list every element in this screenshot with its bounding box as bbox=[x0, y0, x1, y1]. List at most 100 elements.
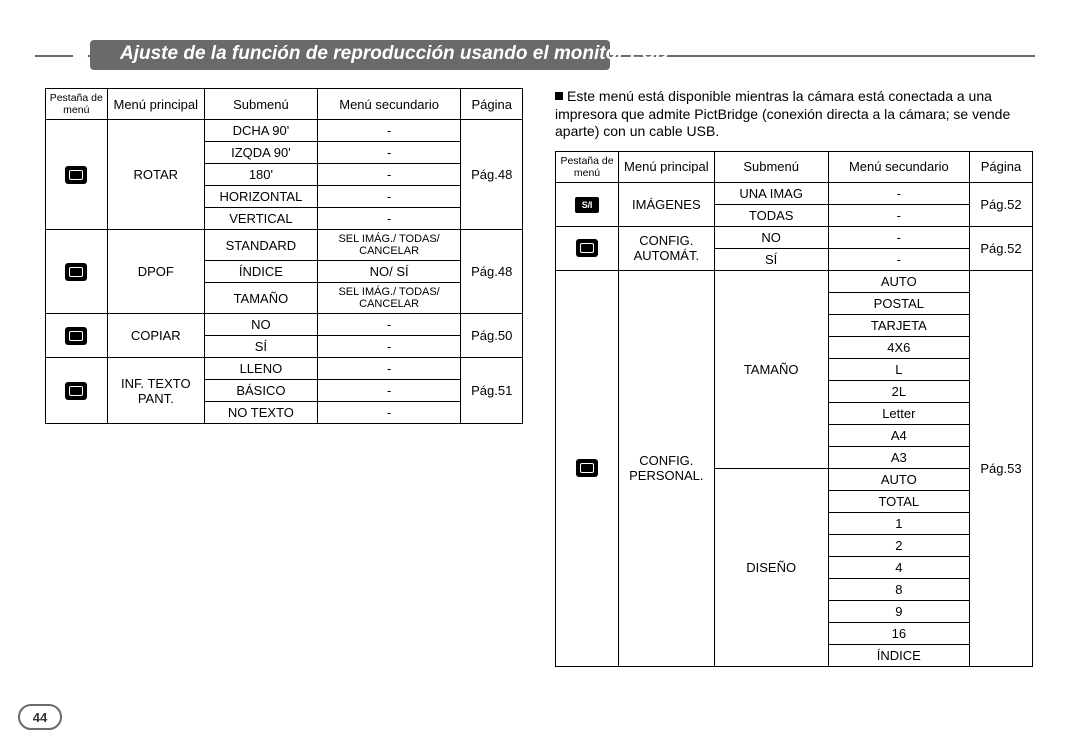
hdr-main: Menú principal bbox=[107, 89, 204, 120]
tab-icon-cell bbox=[46, 230, 108, 314]
sec-cell: AUTO bbox=[828, 468, 969, 490]
tab-icon-cell bbox=[556, 270, 619, 666]
hdr-tab: Pestaña de menú bbox=[556, 151, 619, 182]
sub-cell: SÍ bbox=[714, 248, 828, 270]
hdr-tab: Pestaña de menú bbox=[46, 89, 108, 120]
left-column: Pestaña de menú Menú principal Submenú M… bbox=[45, 88, 523, 424]
page-title: Ajuste de la función de reproducción usa… bbox=[120, 43, 669, 65]
main-cell: IMÁGENES bbox=[619, 182, 715, 226]
right-menu-table: Pestaña de menú Menú principal Submenú M… bbox=[555, 151, 1033, 667]
sec-cell: 2 bbox=[828, 534, 969, 556]
sec-cell: 4 bbox=[828, 556, 969, 578]
tab-icon-cell bbox=[46, 314, 108, 358]
sec-cell: TOTAL bbox=[828, 490, 969, 512]
sec-cell: POSTAL bbox=[828, 292, 969, 314]
sec-cell: SEL IMÁG./ TODAS/ CANCELAR bbox=[317, 230, 461, 261]
table-row: CONFIG. AUTOMÁT. NO - Pág.52 bbox=[556, 226, 1033, 248]
page-cell: Pág.52 bbox=[969, 182, 1032, 226]
tab-icon-cell bbox=[46, 120, 108, 230]
sub-cell: HORIZONTAL bbox=[204, 186, 317, 208]
sec-cell: A3 bbox=[828, 446, 969, 468]
page-cell: Pág.48 bbox=[461, 230, 523, 314]
hdr-main: Menú principal bbox=[619, 151, 715, 182]
sec-cell: - bbox=[317, 402, 461, 424]
sec-cell: 1 bbox=[828, 512, 969, 534]
table-header: Pestaña de menú Menú principal Submenú M… bbox=[46, 89, 523, 120]
table-row: ROTAR DCHA 90' - Pág.48 bbox=[46, 120, 523, 142]
dpof-icon bbox=[65, 263, 87, 281]
sec-cell: - bbox=[317, 120, 461, 142]
sec-cell: TARJETA bbox=[828, 314, 969, 336]
tab-icon-cell: S/I bbox=[556, 182, 619, 226]
sub-cell: LLENO bbox=[204, 358, 317, 380]
sub-cell: TAMAÑO bbox=[714, 270, 828, 468]
sub-cell: DISEÑO bbox=[714, 468, 828, 666]
sub-cell: STANDARD bbox=[204, 230, 317, 261]
table-row: CONFIG. PERSONAL. TAMAÑO AUTO Pág.53 bbox=[556, 270, 1033, 292]
sub-cell: DCHA 90' bbox=[204, 120, 317, 142]
pictbridge-note: Este menú está disponible mientras la cá… bbox=[555, 88, 1033, 141]
rotate-icon bbox=[65, 166, 87, 184]
sub-cell: ÍNDICE bbox=[204, 261, 317, 283]
sub-cell: NO bbox=[714, 226, 828, 248]
page-cell: Pág.52 bbox=[969, 226, 1032, 270]
hdr-sec: Menú secundario bbox=[317, 89, 461, 120]
sec-cell: 9 bbox=[828, 600, 969, 622]
sec-cell: - bbox=[317, 164, 461, 186]
tab-icon-cell bbox=[556, 226, 619, 270]
hdr-sec: Menú secundario bbox=[828, 151, 969, 182]
si-icon: S/I bbox=[575, 197, 599, 213]
table-header: Pestaña de menú Menú principal Submenú M… bbox=[556, 151, 1033, 182]
bullet-icon bbox=[555, 92, 563, 100]
table-row: DPOF STANDARD SEL IMÁG./ TODAS/ CANCELAR… bbox=[46, 230, 523, 261]
sec-cell: - bbox=[317, 314, 461, 336]
sec-cell: - bbox=[828, 248, 969, 270]
hdr-sub: Submenú bbox=[714, 151, 828, 182]
main-cell: ROTAR bbox=[107, 120, 204, 230]
sub-cell: NO TEXTO bbox=[204, 402, 317, 424]
sub-cell: SÍ bbox=[204, 336, 317, 358]
title-bullet bbox=[73, 48, 88, 63]
sec-cell: 16 bbox=[828, 622, 969, 644]
sec-cell: - bbox=[317, 142, 461, 164]
sec-cell: Letter bbox=[828, 402, 969, 424]
sec-cell: - bbox=[317, 358, 461, 380]
sub-cell: UNA IMAG bbox=[714, 182, 828, 204]
sub-cell: BÁSICO bbox=[204, 380, 317, 402]
copy-icon bbox=[65, 327, 87, 345]
sub-cell: 180' bbox=[204, 164, 317, 186]
sub-cell: IZQDA 90' bbox=[204, 142, 317, 164]
main-cell: DPOF bbox=[107, 230, 204, 314]
sec-cell: SEL IMÁG./ TODAS/ CANCELAR bbox=[317, 283, 461, 314]
hdr-page: Página bbox=[969, 151, 1032, 182]
hdr-sub: Submenú bbox=[204, 89, 317, 120]
table-row: INF. TEXTO PANT. LLENO - Pág.51 bbox=[46, 358, 523, 380]
sub-cell: TAMAÑO bbox=[204, 283, 317, 314]
content: Pestaña de menú Menú principal Submenú M… bbox=[45, 88, 1035, 746]
info-icon bbox=[65, 382, 87, 400]
sec-cell: - bbox=[317, 208, 461, 230]
table-row: COPIAR NO - Pág.50 bbox=[46, 314, 523, 336]
sec-cell: - bbox=[828, 204, 969, 226]
sec-cell: - bbox=[317, 186, 461, 208]
sub-cell: NO bbox=[204, 314, 317, 336]
sec-cell: - bbox=[317, 336, 461, 358]
sec-cell: A4 bbox=[828, 424, 969, 446]
page-cell: Pág.50 bbox=[461, 314, 523, 358]
note-text: Este menú está disponible mientras la cá… bbox=[555, 88, 1010, 139]
main-cell: CONFIG. PERSONAL. bbox=[619, 270, 715, 666]
sec-cell: ÍNDICE bbox=[828, 644, 969, 666]
left-menu-table: Pestaña de menú Menú principal Submenú M… bbox=[45, 88, 523, 424]
sub-cell: TODAS bbox=[714, 204, 828, 226]
sec-cell: 2L bbox=[828, 380, 969, 402]
page-cell: Pág.53 bbox=[969, 270, 1032, 666]
page-cell: Pág.48 bbox=[461, 120, 523, 230]
sec-cell: - bbox=[828, 182, 969, 204]
sub-cell: VERTICAL bbox=[204, 208, 317, 230]
sec-cell: - bbox=[828, 226, 969, 248]
auto-icon bbox=[576, 239, 598, 257]
sec-cell: 4X6 bbox=[828, 336, 969, 358]
sec-cell: AUTO bbox=[828, 270, 969, 292]
sec-cell: 8 bbox=[828, 578, 969, 600]
table-row: S/I IMÁGENES UNA IMAG - Pág.52 bbox=[556, 182, 1033, 204]
